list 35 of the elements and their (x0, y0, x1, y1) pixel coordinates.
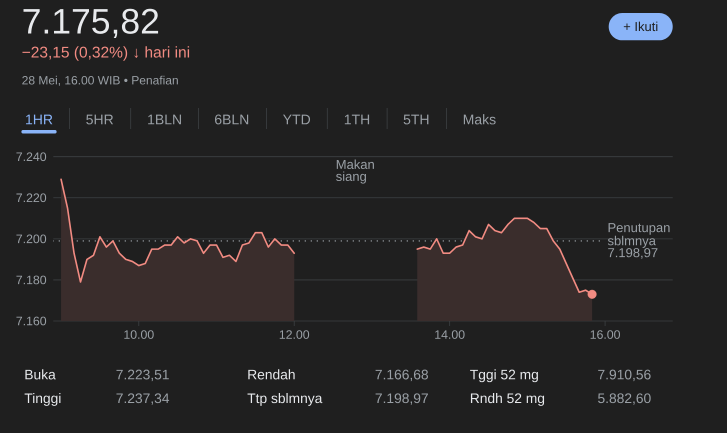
text: 1TH (344, 114, 370, 124)
y-tick-label: 7.220 (16, 193, 46, 202)
text: Ttp sblmnya (248, 393, 322, 406)
text: 6BLN (215, 114, 248, 124)
y-tick-label: 7.200 (16, 234, 46, 244)
text: 5.882,60 (598, 393, 651, 405)
y-tick-label: 7.160 (16, 316, 46, 326)
text: Rndh 52 mg (470, 393, 544, 406)
y-tick-label: 7.240 (16, 152, 46, 162)
text: 7.198,97 (376, 393, 428, 405)
text: Rendah (248, 369, 295, 380)
text: 7.237,34 (116, 393, 170, 405)
annotation: Makan siang (336, 160, 374, 184)
x-tick-label: 14.00 (435, 330, 465, 339)
text: 7.910,56 (598, 370, 651, 382)
text: 5HR (86, 114, 114, 124)
text: Buka (25, 369, 56, 380)
chart-subtitle: −23,15 (0,32%) ↓ hari ini (22, 46, 190, 61)
text: 7.166,68 (376, 370, 428, 382)
chart-title: 7.175,82 (24, 8, 158, 38)
text: 7.223,51 (116, 370, 169, 382)
text: Tggi 52 mg (470, 369, 538, 382)
ref-line-label: Penutupan sblmnya 7.198,97 (608, 223, 670, 259)
x-tick-label: 16.00 (590, 330, 620, 339)
text: Maks (464, 114, 496, 124)
x-tick-label: 12.00 (280, 330, 310, 339)
text: 5TH (404, 114, 428, 124)
text: 1BLN (148, 114, 181, 124)
text: 28 Mei, 16.00 WIB • Penafian (22, 76, 178, 86)
x-tick-label: 10.00 (124, 330, 154, 339)
text: + Ikuti (624, 22, 658, 32)
text: Tinggi (24, 393, 60, 406)
text: YTD (283, 114, 310, 124)
y-tick-label: 7.180 (16, 276, 46, 284)
text: 1HR (26, 114, 52, 124)
